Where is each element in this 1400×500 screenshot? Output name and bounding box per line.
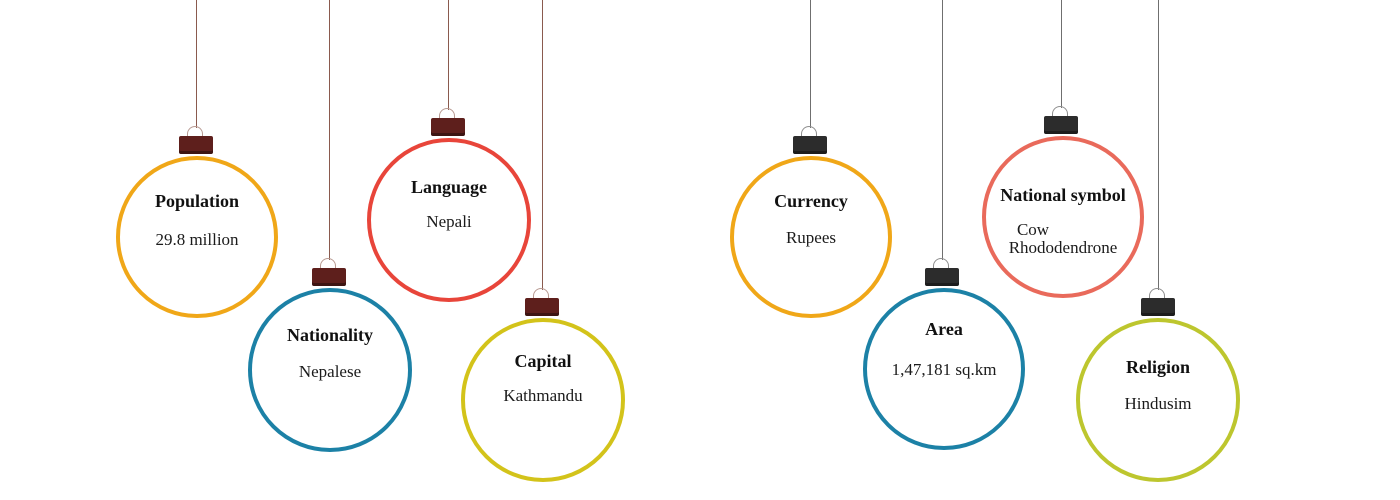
hanging-string bbox=[448, 0, 449, 110]
binder-clip-icon bbox=[179, 126, 213, 154]
hanging-string bbox=[542, 0, 543, 290]
binder-clip-icon bbox=[1141, 288, 1175, 316]
ornament-label: Population bbox=[154, 191, 240, 211]
ornament-language: Language Nepali bbox=[367, 138, 531, 302]
hanging-string bbox=[942, 0, 943, 260]
hanging-string bbox=[1158, 0, 1159, 290]
ornament-area: Area 1,47,181 sq.km bbox=[863, 288, 1025, 450]
ornament-capital: Capital Kathmandu bbox=[461, 318, 625, 482]
ornament-label: Nationality bbox=[286, 325, 373, 345]
ornament-value: 29.8 million bbox=[155, 230, 239, 249]
hanging-string bbox=[329, 0, 330, 260]
ornament-religion: Religion Hindusim bbox=[1076, 318, 1240, 482]
ornament-label: Currency bbox=[774, 191, 848, 211]
binder-clip-icon bbox=[1044, 106, 1078, 134]
ornament-label: Capital bbox=[514, 351, 572, 371]
ornament-currency: Currency Rupees bbox=[730, 156, 892, 318]
ornament-label: National symbol bbox=[1000, 185, 1126, 205]
ornament-label: Religion bbox=[1125, 357, 1190, 377]
binder-clip-icon bbox=[431, 108, 465, 136]
hanging-string bbox=[810, 0, 811, 128]
binder-clip-icon bbox=[525, 288, 559, 316]
binder-clip-icon bbox=[312, 258, 346, 286]
ornament-value: Rupees bbox=[785, 228, 837, 247]
hanging-string bbox=[196, 0, 197, 128]
ornament-national-symbol: National symbol Cow Rhododendrone bbox=[982, 136, 1144, 298]
hanging-string bbox=[1061, 0, 1062, 108]
ornament-label: Area bbox=[925, 319, 963, 339]
ornament-value: Hindusim bbox=[1124, 394, 1192, 413]
binder-clip-icon bbox=[793, 126, 827, 154]
ornament-value-cow: Cow bbox=[1016, 220, 1050, 239]
ornament-value: Kathmandu bbox=[503, 386, 583, 405]
ornament-value: Nepalese bbox=[298, 362, 362, 381]
ornament-population: Population 29.8 million bbox=[116, 156, 278, 318]
ornament-nationality: Nationality Nepalese bbox=[248, 288, 412, 452]
ornament-value-rhododendrone: Rhododendrone bbox=[1008, 238, 1118, 257]
ornament-value: 1,47,181 sq.km bbox=[891, 360, 997, 379]
ornament-label: Language bbox=[410, 177, 488, 197]
ornament-value: Nepali bbox=[426, 212, 472, 231]
binder-clip-icon bbox=[925, 258, 959, 286]
